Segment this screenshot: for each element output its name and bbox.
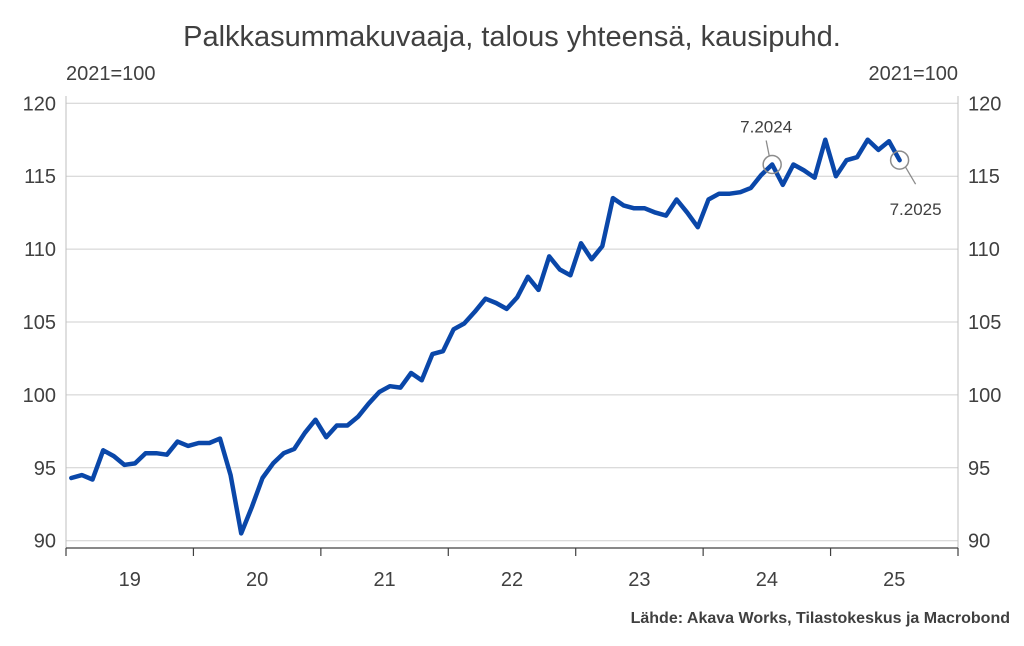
y-tick-left-105: 105 bbox=[23, 312, 56, 334]
y-tick-right-105: 105 bbox=[968, 312, 1001, 334]
axes: 90 90 95 95 100 100 105 105 110 110 115 115 120 120 19… bbox=[23, 93, 1002, 591]
left-axis-unit-label: 2021=100 bbox=[66, 63, 156, 85]
gridlines bbox=[66, 102, 958, 542]
y-tick-right-100: 100 bbox=[968, 385, 1001, 407]
series-line-0 bbox=[69, 137, 902, 536]
y-tick-right-95: 95 bbox=[968, 458, 990, 480]
x-tick-label-23: 23 bbox=[628, 569, 650, 591]
y-tick-left-120: 120 bbox=[23, 93, 56, 115]
y-tick-right-110: 110 bbox=[968, 239, 1000, 261]
x-tick-label-19: 19 bbox=[119, 569, 141, 591]
x-tick-label-25: 25 bbox=[883, 569, 905, 591]
annotation-marker-7.2024 bbox=[762, 154, 782, 175]
annotation-label-7.2024: 7.2024 bbox=[740, 118, 792, 137]
y-tick-right-90: 90 bbox=[968, 531, 990, 553]
y-tick-left-110: 110 bbox=[24, 239, 56, 261]
y-tick-left-90: 90 bbox=[34, 531, 56, 553]
annotation-leader-7.2025 bbox=[905, 166, 917, 185]
y-tick-left-95: 95 bbox=[34, 458, 56, 480]
series-layer bbox=[69, 137, 902, 536]
annotations: 7.2024 7.2025 bbox=[740, 118, 941, 220]
x-tick-label-20: 20 bbox=[246, 569, 268, 591]
x-tick-label-21: 21 bbox=[373, 569, 395, 591]
x-tick-label-22: 22 bbox=[501, 569, 523, 591]
annotation-label-7.2025: 7.2025 bbox=[890, 200, 942, 219]
x-tick-label-24: 24 bbox=[756, 569, 778, 591]
right-axis-unit-label: 2021=100 bbox=[868, 63, 958, 85]
y-tick-left-100: 100 bbox=[23, 385, 56, 407]
annotation-leader-7.2024 bbox=[765, 140, 770, 156]
y-tick-left-115: 115 bbox=[24, 166, 56, 188]
chart-title: Palkkasummakuvaaja, talous yhteensä, kau… bbox=[183, 21, 841, 53]
source-note: Lähde: Akava Works, Tilastokeskus ja Mac… bbox=[631, 610, 1010, 627]
annotation-marker-7.2025 bbox=[889, 150, 910, 170]
y-tick-right-120: 120 bbox=[968, 93, 1001, 115]
y-tick-right-115: 115 bbox=[968, 166, 1000, 188]
